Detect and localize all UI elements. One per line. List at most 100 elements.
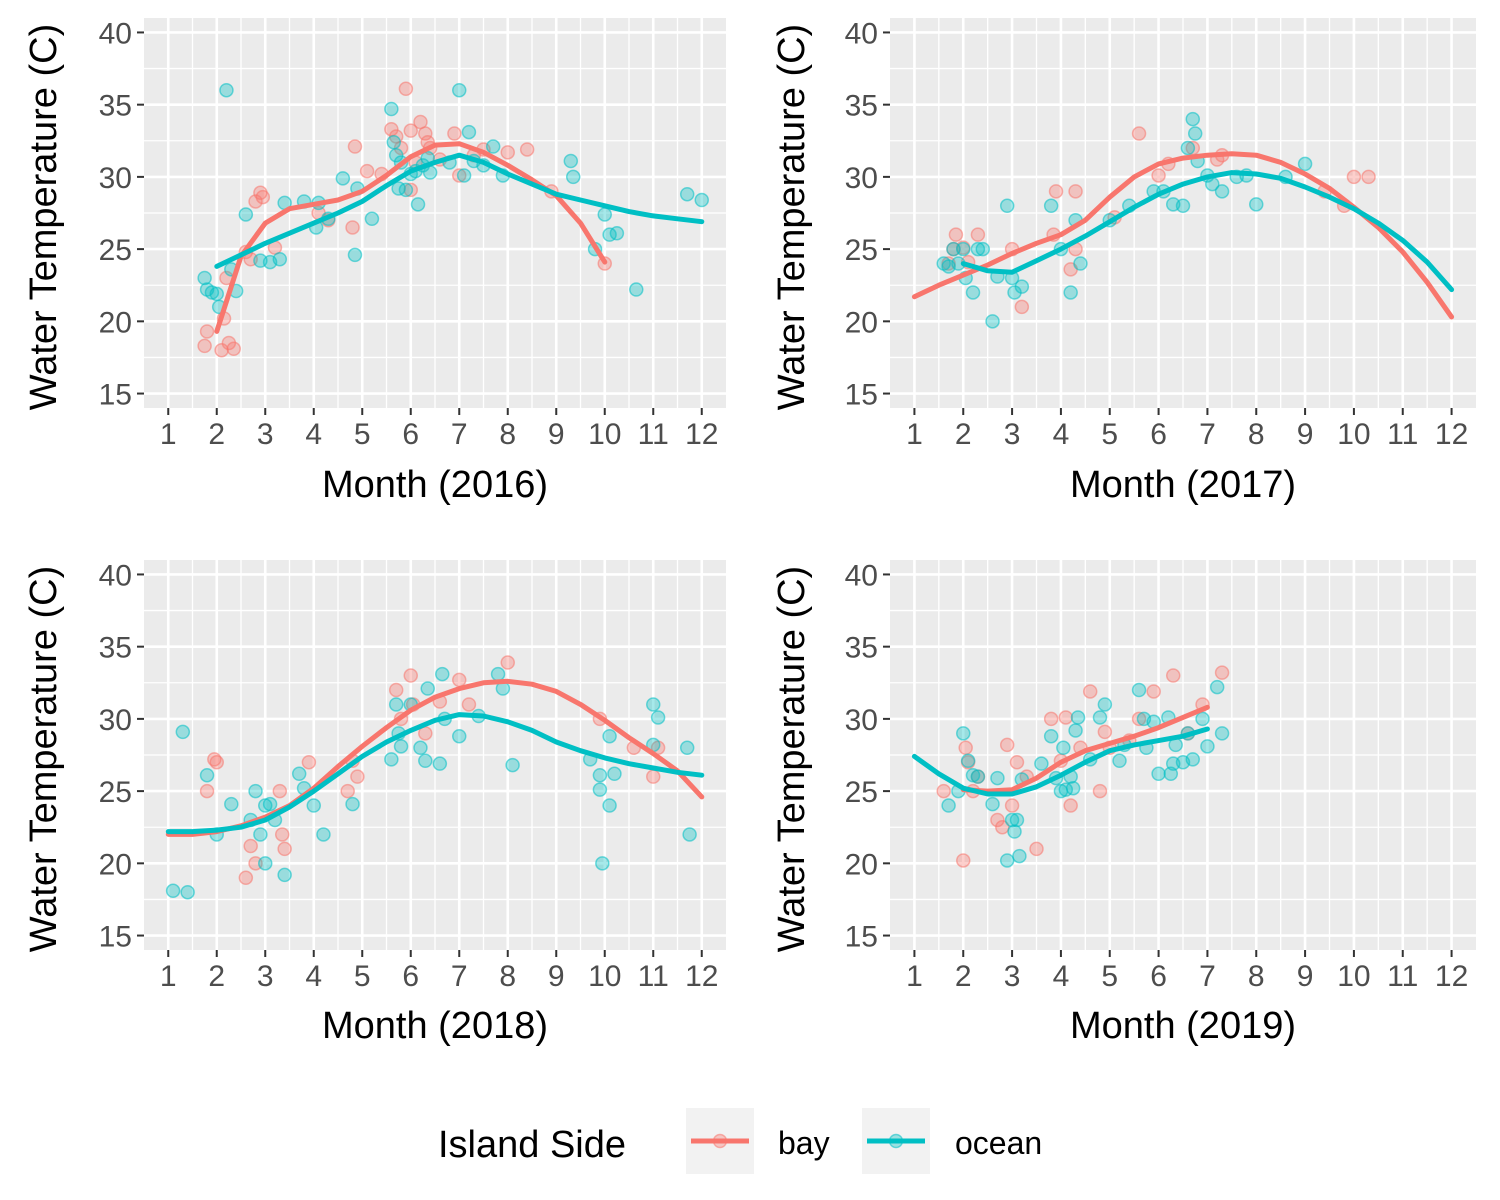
data-point-ocean	[609, 225, 625, 241]
y-tick-label: 35	[99, 90, 132, 123]
data-point-ocean	[393, 739, 409, 754]
y-tick-label: 15	[845, 379, 878, 412]
data-point-ocean	[985, 314, 1000, 329]
legend-key-bay	[686, 1108, 754, 1174]
x-tick-label: 11	[638, 418, 669, 451]
data-point-bay	[388, 682, 404, 698]
data-point-ocean	[1180, 140, 1196, 156]
x-tick-label: 5	[354, 960, 371, 993]
data-point-ocean	[960, 753, 976, 769]
data-point-bay	[359, 163, 375, 179]
data-point-bay	[340, 783, 355, 799]
data-point-bay	[990, 812, 1005, 828]
data-point-ocean	[1056, 740, 1071, 756]
x-tick-label: 12	[1435, 418, 1468, 451]
data-point-ocean	[1185, 111, 1201, 127]
data-point-ocean	[248, 783, 263, 799]
data-point-ocean	[563, 153, 579, 169]
x-tick-label: 8	[499, 418, 516, 451]
x-tick-label: 7	[451, 418, 468, 451]
data-point-ocean	[650, 710, 666, 725]
x-tick-label: 1	[160, 960, 177, 993]
data-point-ocean	[418, 753, 433, 769]
data-point-ocean	[1187, 126, 1203, 141]
data-point-bay	[1346, 169, 1362, 185]
plot-area	[911, 111, 1455, 329]
data-point-bay	[1009, 754, 1025, 770]
legend: Island Side bay ocean	[438, 1108, 1042, 1174]
data-point-ocean	[1092, 710, 1108, 725]
data-point-bay	[461, 697, 477, 712]
legend-label-ocean: ocean	[955, 1125, 1042, 1161]
smooth-line-ocean	[165, 712, 705, 835]
x-tick-label: 10	[588, 960, 621, 993]
data-point-ocean	[1070, 710, 1086, 725]
x-tick-label: 2	[208, 418, 225, 451]
data-point-ocean	[413, 740, 428, 756]
x-tick-label: 6	[1150, 418, 1167, 451]
data-point-bay	[1092, 783, 1108, 799]
data-point-ocean	[1151, 766, 1166, 782]
data-point-ocean	[1068, 723, 1083, 738]
data-point-ocean	[999, 198, 1015, 214]
data-point-bay	[1151, 168, 1166, 183]
x-tick-label: 6	[402, 418, 419, 451]
y-tick-label: 40	[845, 17, 878, 50]
data-point-ocean	[262, 796, 278, 812]
data-point-bay	[1058, 710, 1074, 725]
data-point-ocean	[461, 124, 477, 140]
data-point-ocean	[456, 168, 472, 183]
data-point-bay	[1063, 798, 1078, 813]
data-point-bay	[345, 220, 360, 235]
x-axis-title: Month (2016)	[322, 464, 548, 506]
data-point-bay	[1131, 126, 1147, 141]
data-point-ocean	[485, 139, 501, 154]
y-tick-label: 30	[845, 162, 878, 195]
data-point-ocean	[682, 827, 697, 842]
data-point-bay	[243, 838, 258, 854]
y-tick-label: 40	[99, 17, 132, 50]
y-tick-label: 30	[99, 704, 132, 737]
data-point-bay	[1068, 184, 1083, 199]
data-point-ocean	[565, 169, 581, 185]
x-tick-label: 9	[1297, 418, 1314, 451]
data-point-bay	[255, 189, 271, 205]
y-tick-label: 25	[845, 776, 878, 809]
y-axis-title: Water Temperature (C)	[771, 24, 813, 410]
y-tick-label: 40	[99, 559, 132, 592]
data-point-ocean	[452, 82, 467, 98]
x-tick-label: 11	[1387, 960, 1418, 993]
data-point-ocean	[209, 286, 224, 302]
data-point-ocean	[1249, 197, 1264, 212]
data-point-ocean	[398, 182, 414, 198]
data-point-ocean	[597, 207, 612, 222]
data-point-ocean	[970, 241, 986, 257]
x-tick-label: 12	[685, 960, 718, 993]
data-point-ocean	[386, 134, 402, 150]
x-tick-label: 3	[257, 418, 274, 451]
data-point-ocean	[1063, 285, 1078, 300]
data-point-ocean	[197, 270, 212, 286]
data-point-ocean	[175, 724, 191, 740]
x-axis-title: Month (2019)	[1070, 1005, 1296, 1047]
data-point-bay	[956, 853, 971, 868]
data-point-ocean	[646, 697, 661, 712]
data-point-ocean	[1014, 279, 1030, 294]
data-point-ocean	[1214, 184, 1230, 199]
data-point-bay	[403, 123, 418, 138]
x-tick-label: 2	[955, 418, 972, 451]
x-tick-label: 6	[1150, 960, 1167, 993]
data-point-ocean	[999, 853, 1015, 868]
data-point-bay	[500, 655, 515, 670]
data-point-bay	[452, 168, 467, 183]
x-tick-label: 3	[257, 960, 274, 993]
y-tick-label: 20	[845, 848, 878, 881]
data-point-ocean	[679, 186, 695, 202]
x-tick-label: 1	[906, 418, 923, 451]
y-tick-label: 35	[845, 632, 878, 665]
x-axis-title: Month (2017)	[1070, 464, 1296, 506]
data-point-ocean	[258, 856, 273, 871]
data-point-ocean	[452, 728, 467, 744]
data-point-ocean	[1195, 711, 1210, 727]
